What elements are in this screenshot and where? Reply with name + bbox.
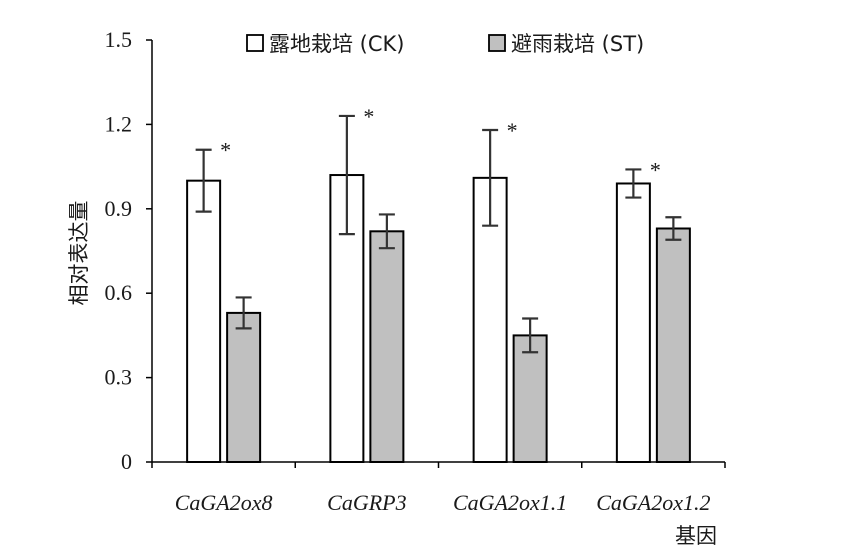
y-tick-label: 0.6 bbox=[105, 280, 133, 305]
axes: 0 0.3 0.6 0.9 1.2 1.5 bbox=[105, 27, 726, 474]
bar-st bbox=[655, 227, 691, 463]
y-tick-label: 0.9 bbox=[105, 196, 133, 221]
significance-mark: * bbox=[650, 157, 661, 182]
bar-ck bbox=[186, 179, 222, 464]
significance-mark: * bbox=[363, 104, 374, 129]
x-tick-label: CaGRP3 bbox=[327, 490, 406, 515]
bar-st bbox=[226, 311, 262, 464]
x-tick-label: CaGA2ox1.2 bbox=[596, 490, 710, 515]
legend-swatch bbox=[488, 34, 506, 52]
labels: * CaGA2ox8 * CaGRP3 * CaGA2ox1.1 * CaGA2ox1.2 bbox=[175, 104, 711, 515]
bar-ck bbox=[615, 182, 651, 463]
y-tick-label: 0.3 bbox=[105, 365, 133, 390]
bar-st bbox=[369, 230, 405, 463]
legend: 露地栽培 (CK) 避雨栽培 (ST) bbox=[246, 32, 644, 56]
x-tick-label: CaGA2ox1.1 bbox=[453, 490, 567, 515]
x-axis-title: 基因 bbox=[675, 524, 717, 548]
y-tick-label: 0 bbox=[121, 449, 132, 474]
legend-label: 避雨栽培 (ST) bbox=[511, 32, 644, 56]
y-tick-label: 1.5 bbox=[105, 27, 133, 52]
significance-mark: * bbox=[220, 138, 231, 163]
y-tick-label: 1.2 bbox=[105, 111, 133, 136]
legend-label: 露地栽培 (CK) bbox=[269, 32, 405, 56]
legend-swatch bbox=[246, 34, 264, 52]
x-tick-label: CaGA2ox8 bbox=[175, 490, 273, 515]
bar-st bbox=[512, 334, 548, 463]
y-axis-title: 相对表达量 bbox=[67, 201, 91, 306]
bars bbox=[186, 114, 691, 464]
significance-mark: * bbox=[507, 118, 518, 143]
